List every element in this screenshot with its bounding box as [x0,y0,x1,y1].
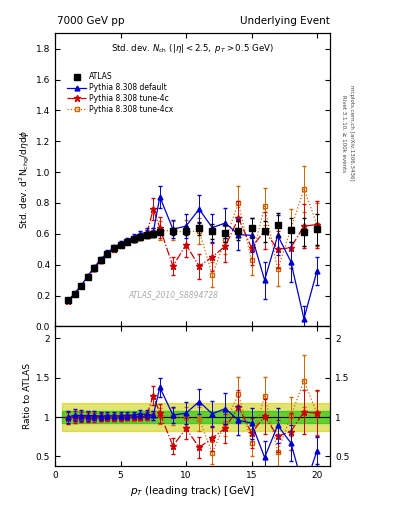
Text: mcplots.cern.ch [arXiv:1306.3436]: mcplots.cern.ch [arXiv:1306.3436] [349,86,354,181]
Y-axis label: Ratio to ATLAS: Ratio to ATLAS [23,363,31,429]
Text: Underlying Event: Underlying Event [240,15,330,26]
Text: ATLAS_2010_S8894728: ATLAS_2010_S8894728 [128,290,219,299]
Y-axis label: Std. dev. d$^2$N$_{\mathrm{chg}}$/d$\eta$d$\phi$: Std. dev. d$^2$N$_{\mathrm{chg}}$/d$\eta… [17,130,31,229]
Text: Std. dev. $N_{\mathrm{ch}}$ ($|\eta| < 2.5,\ p_T > 0.5$ GeV): Std. dev. $N_{\mathrm{ch}}$ ($|\eta| < 2… [111,42,274,55]
Legend: ATLAS, Pythia 8.308 default, Pythia 8.308 tune-4c, Pythia 8.308 tune-4cx: ATLAS, Pythia 8.308 default, Pythia 8.30… [67,72,173,114]
Text: 7000 GeV pp: 7000 GeV pp [57,15,125,26]
Text: Rivet 3.1.10, ≥ 100k events: Rivet 3.1.10, ≥ 100k events [341,95,346,172]
X-axis label: $p_T$ (leading track) [GeV]: $p_T$ (leading track) [GeV] [130,484,255,498]
